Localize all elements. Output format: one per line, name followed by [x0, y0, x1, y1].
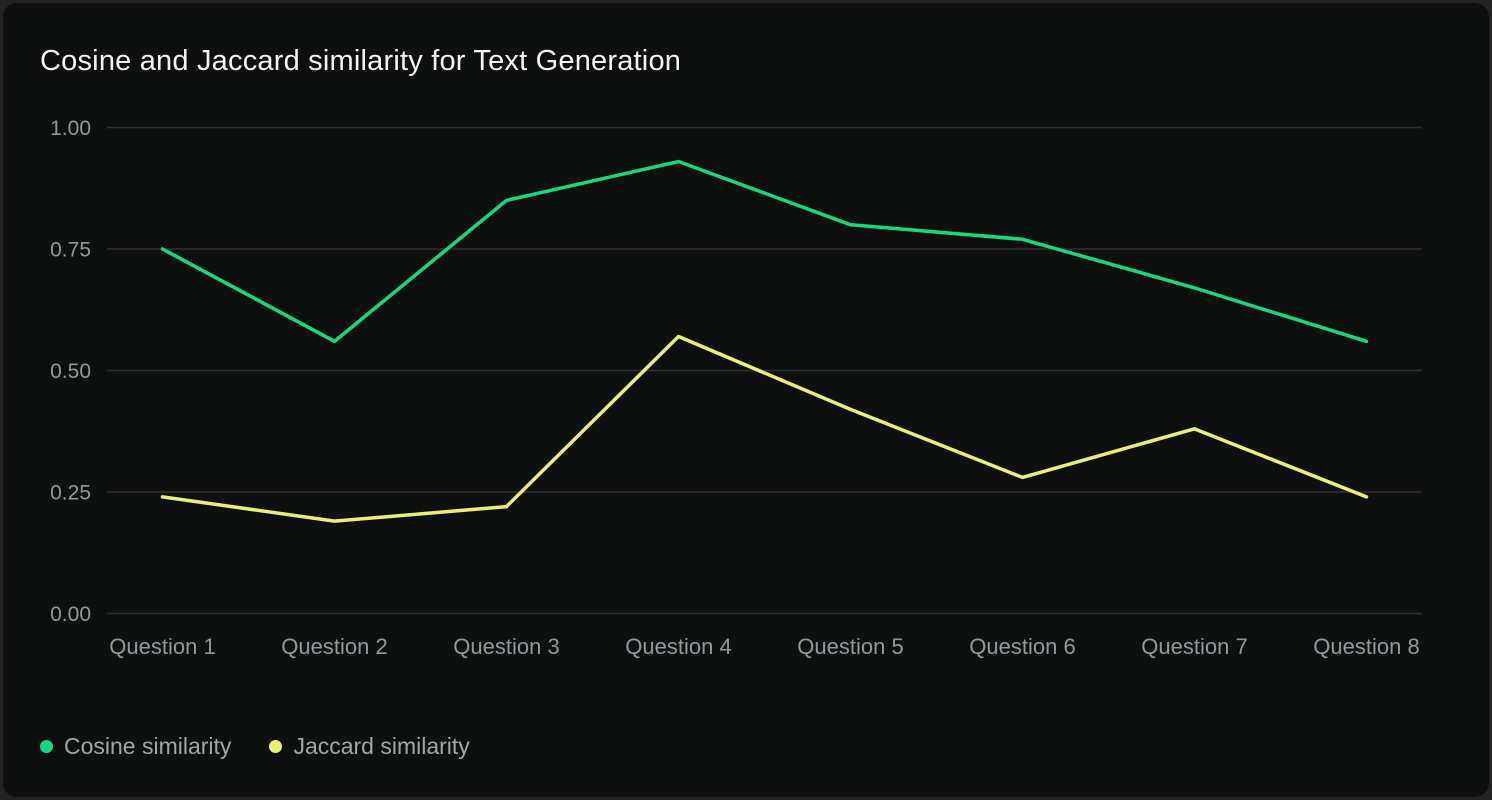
series-line-jaccard-similarity[interactable] [160, 334, 1369, 523]
y-tick-label: 1.00 [50, 117, 91, 140]
x-tick-label: Question 8 [1313, 634, 1419, 659]
series-line-cosine-similarity[interactable] [160, 159, 1369, 344]
y-tick-label: 0.75 [50, 239, 91, 262]
legend-label: Cosine similarity [64, 733, 232, 759]
x-tick-label: Question 1 [109, 634, 215, 659]
chart-legend: Cosine similarity Jaccard similarity [40, 733, 470, 760]
x-tick-label: Question 2 [281, 634, 387, 659]
chart-card: 0.00 0.25 0.50 0.75 1.00 Question 1 Question 2… [3, 3, 1489, 797]
y-tick-label: 0.00 [50, 603, 91, 626]
line-chart-canvas: 0.00 0.25 0.50 0.75 1.00 Question 1 Question 2… [50, 117, 1422, 659]
x-tick-label: Question 3 [453, 634, 559, 659]
x-tick-label: Question 6 [969, 634, 1075, 659]
legend-label: Jaccard similarity [293, 733, 470, 759]
x-tick-label: Question 5 [797, 634, 903, 659]
chart-title: Cosine and Jaccard similarity for Text G… [40, 45, 682, 77]
x-tick-label: Question 4 [625, 634, 731, 659]
x-tick-label: Question 7 [1141, 634, 1247, 659]
y-tick-label: 0.50 [50, 360, 91, 383]
legend-item-jaccard-similarity[interactable]: Jaccard similarity [269, 733, 470, 760]
legend-item-cosine-similarity[interactable]: Cosine similarity [40, 733, 231, 760]
legend-dot-icon [269, 740, 283, 753]
legend-dot-icon [40, 740, 53, 753]
y-tick-label: 0.25 [50, 482, 91, 505]
